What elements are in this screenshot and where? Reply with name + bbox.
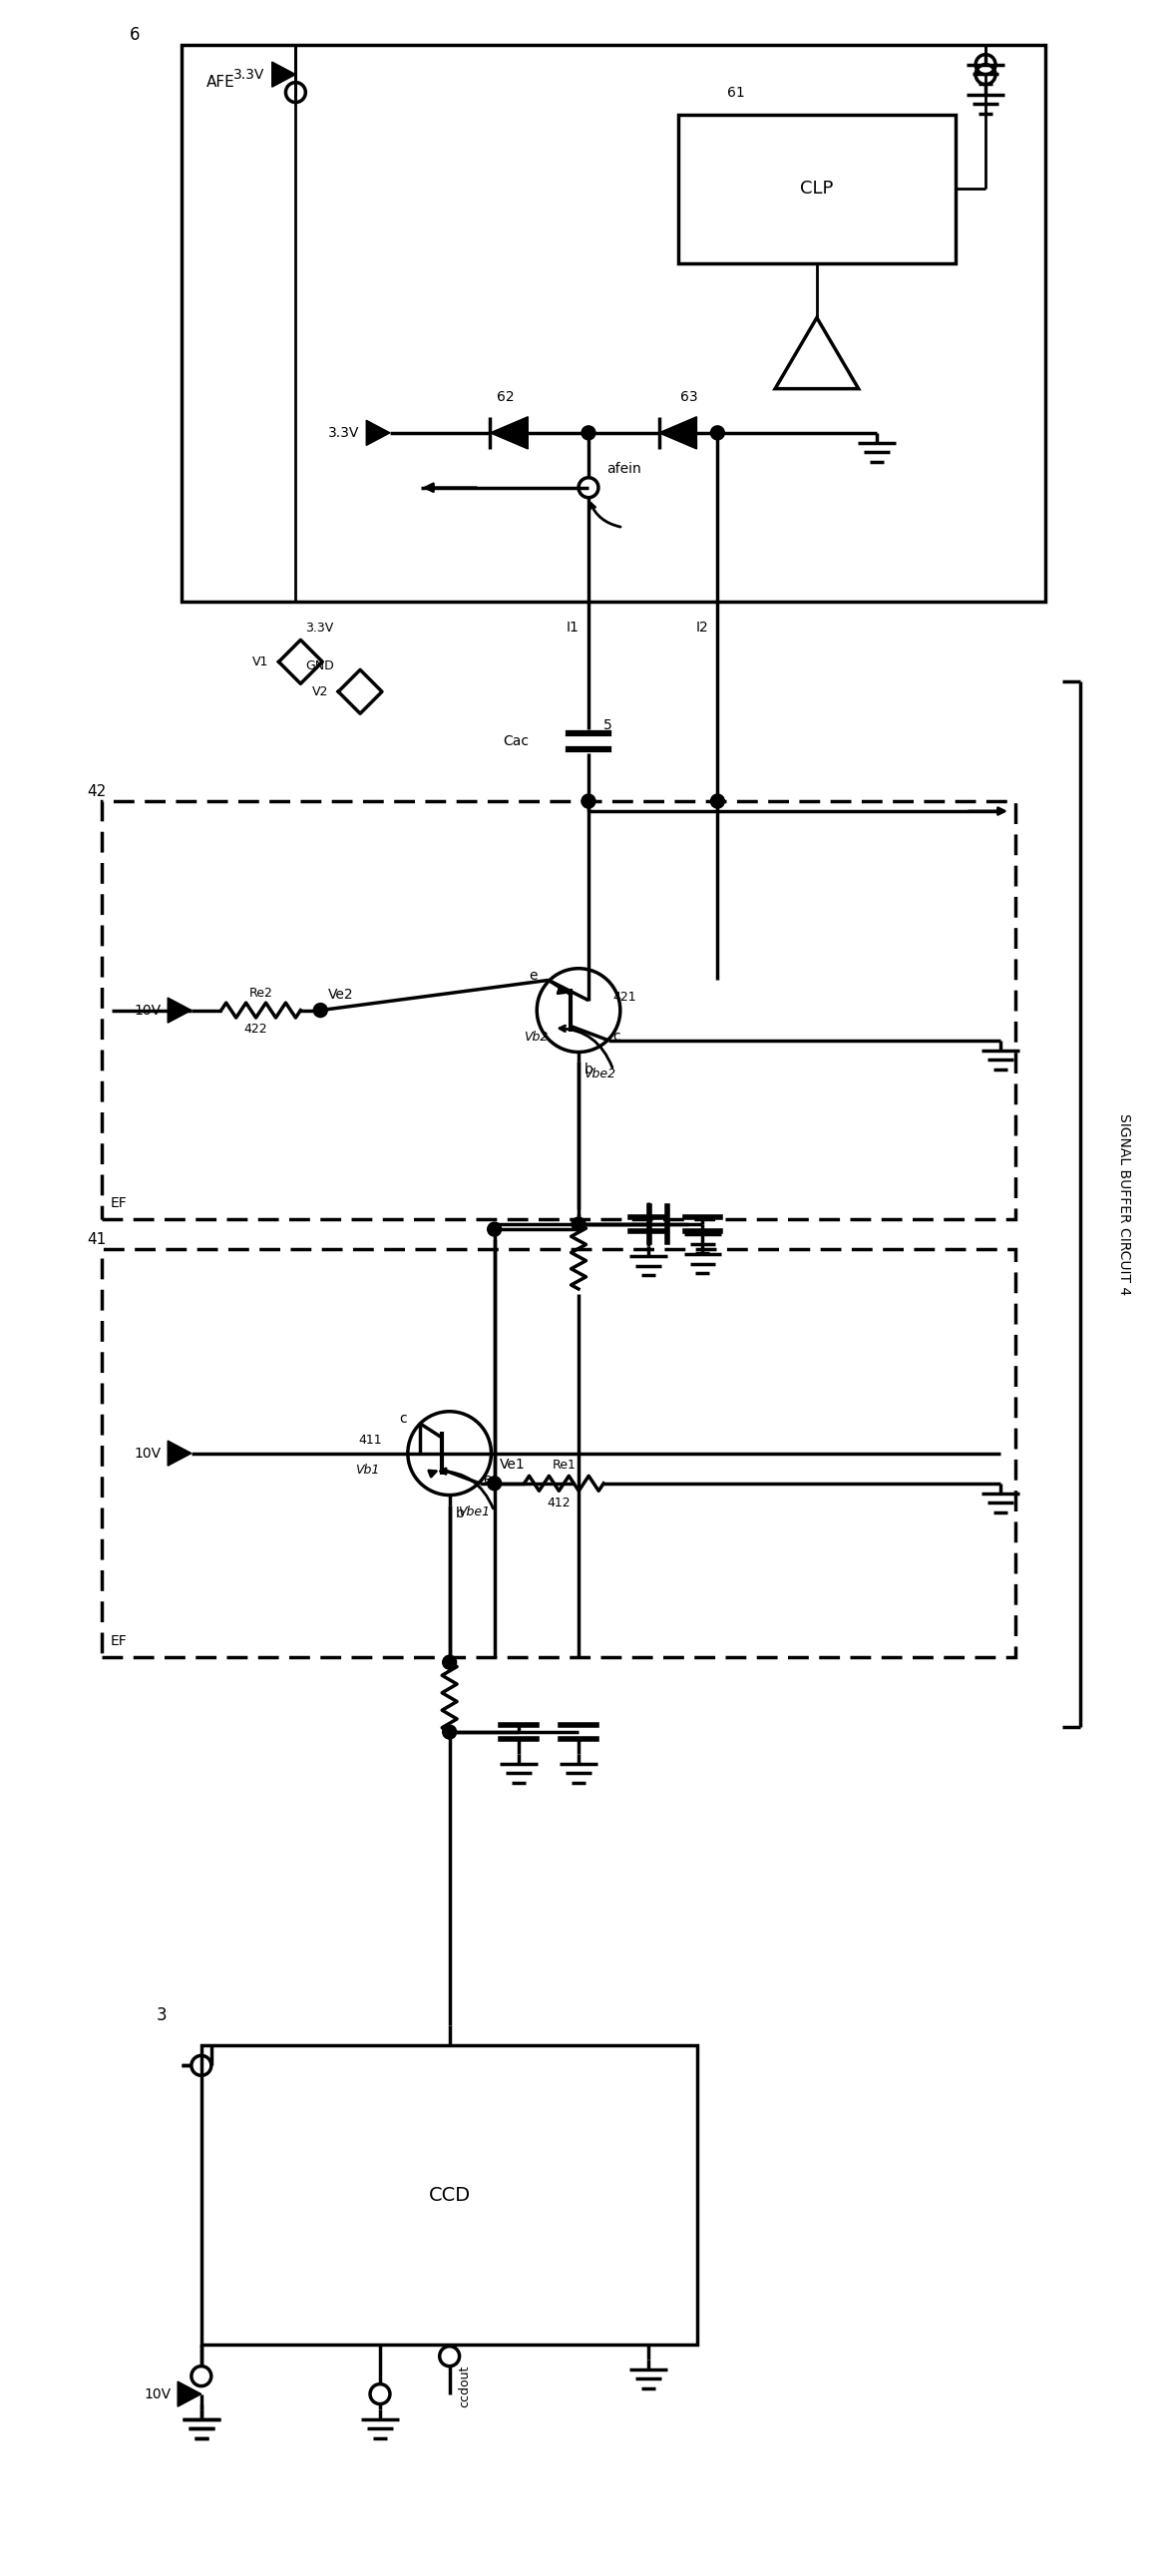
Text: 62: 62 [497,389,515,404]
Circle shape [581,793,595,809]
Polygon shape [168,997,191,1023]
Text: 10V: 10V [144,2388,171,2401]
Polygon shape [490,417,527,448]
Bar [102,801,1015,1218]
Text: Re2: Re2 [248,987,273,999]
Polygon shape [367,420,390,446]
Text: 41: 41 [87,1231,107,1247]
Text: e: e [484,1473,492,1486]
Text: Ve2: Ve2 [328,987,354,1002]
Text: I2: I2 [696,621,708,634]
Text: 63: 63 [680,389,697,404]
Text: Vb1: Vb1 [355,1463,380,1476]
Text: b: b [585,1064,593,1077]
Text: SIGNAL BUFFER CIRCUIT 4: SIGNAL BUFFER CIRCUIT 4 [1118,1113,1131,1296]
Text: CCD: CCD [429,2184,470,2205]
Text: 3.3V: 3.3V [328,425,360,440]
Text: 412: 412 [547,1497,571,1510]
Text: 10V: 10V [134,1445,161,1461]
Circle shape [443,1656,456,1669]
Polygon shape [659,417,696,448]
Bar [677,113,956,263]
Text: b: b [456,1507,464,1520]
Text: EF: EF [110,1633,127,1649]
Text: Vbe2: Vbe2 [584,1069,615,1082]
Text: 10V: 10V [134,1002,161,1018]
Polygon shape [178,2380,202,2406]
Text: I1: I1 [566,621,579,634]
Bar [102,1249,1015,1656]
Text: 3.3V: 3.3V [233,67,265,82]
Bar [202,2045,697,2344]
Text: Ve1: Ve1 [499,1458,525,1471]
Text: Vb2: Vb2 [524,1030,548,1043]
Text: 61: 61 [728,85,745,100]
Circle shape [572,1218,586,1231]
Text: c: c [613,1030,620,1043]
Text: afein: afein [606,461,641,477]
Circle shape [581,425,595,440]
Text: Cac: Cac [503,734,529,750]
Bar [182,44,1045,603]
Text: 421: 421 [613,989,636,1002]
Text: 411: 411 [359,1432,382,1445]
Circle shape [488,1476,502,1492]
Text: 42: 42 [87,783,107,799]
Text: 5: 5 [604,719,612,732]
Text: 3: 3 [157,2007,168,2025]
Polygon shape [168,1440,191,1466]
Text: AFE: AFE [206,75,234,90]
Text: 3.3V: 3.3V [306,621,334,634]
Circle shape [710,793,724,809]
Text: EF: EF [110,1195,127,1211]
Circle shape [313,1002,327,1018]
Circle shape [488,1221,502,1236]
Text: Vbe1: Vbe1 [457,1504,490,1517]
Circle shape [443,1726,456,1739]
Text: e: e [529,969,537,984]
Text: c: c [400,1412,407,1427]
Text: CLP: CLP [800,180,833,198]
Text: 6: 6 [130,26,141,44]
Text: V1: V1 [252,654,268,667]
Circle shape [710,425,724,440]
Text: GND: GND [306,659,334,672]
Text: ccdout: ccdout [458,2365,471,2406]
Text: Re1: Re1 [552,1458,575,1471]
Text: V2: V2 [312,685,328,698]
Text: 422: 422 [244,1023,267,1036]
Polygon shape [272,62,295,88]
